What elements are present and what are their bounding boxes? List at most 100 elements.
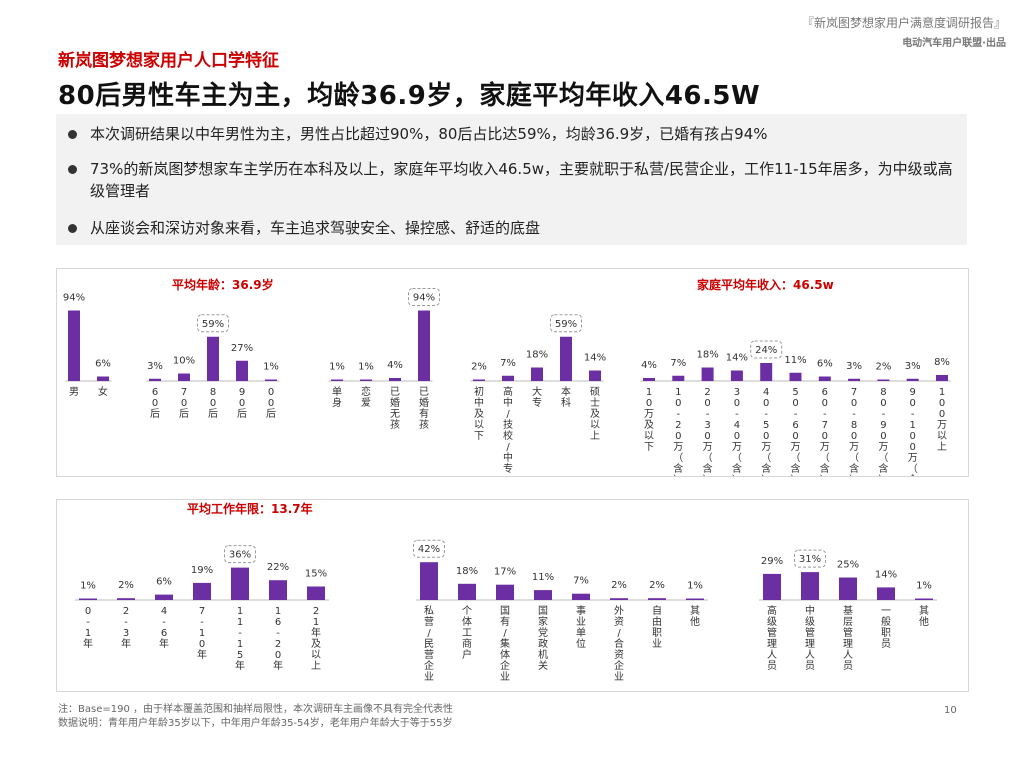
category-label: 30-40万（含）	[732, 387, 742, 476]
value-label: 94%	[413, 293, 435, 304]
bar	[763, 573, 781, 600]
value-label: 18%	[696, 350, 718, 361]
bar	[178, 373, 190, 381]
value-label: 18%	[526, 350, 548, 361]
category-label: 外资/合资企业	[614, 605, 624, 683]
category-label: 基层管理人员	[843, 604, 853, 672]
category-label: 7 -1 0 年	[197, 606, 207, 661]
bar	[534, 590, 552, 600]
bar	[458, 583, 476, 600]
bar	[207, 336, 219, 381]
value-label: 1%	[263, 362, 279, 373]
value-label: 1%	[916, 581, 932, 592]
category-label: 已婚有孩	[419, 387, 429, 431]
bar	[701, 367, 714, 381]
bullet-dot-icon	[68, 224, 77, 233]
value-label: 7%	[670, 358, 686, 369]
value-label: 6%	[95, 359, 111, 370]
category-label: 女	[98, 385, 108, 398]
value-label: 27%	[231, 343, 253, 354]
bullet-dot-icon	[68, 165, 77, 174]
bar	[610, 598, 628, 600]
bullet-dot-icon	[68, 130, 77, 139]
category-label: 初中及以下	[474, 385, 484, 442]
bar	[473, 379, 485, 381]
category-label: 硕士及以上	[590, 386, 600, 442]
bar	[420, 562, 438, 600]
bar	[531, 367, 543, 381]
report-title: 『新岚图梦想家用户满意度调研报告』	[801, 16, 1006, 30]
category-label: 已婚无孩	[390, 387, 400, 431]
slide-subtitle: 新岚图梦想家用户人口学特征	[58, 51, 279, 71]
category-label: 2 1 年及以上	[311, 606, 321, 672]
value-label: 36%	[229, 550, 251, 561]
summary-bullet: 从座谈会和深访对象来看，车主追求驾驶安全、操控感、舒适的底盘	[68, 217, 948, 239]
highlight-box	[197, 314, 229, 333]
value-label: 6%	[817, 359, 833, 370]
bar	[236, 360, 248, 381]
bar	[389, 378, 401, 381]
bar	[760, 363, 773, 381]
value-label: 17%	[494, 567, 516, 578]
category-label: 10-20万（含）	[673, 387, 683, 476]
bar	[643, 378, 655, 381]
highlight-box	[224, 545, 256, 564]
category-label: 0 -1 年	[83, 606, 93, 650]
summary-bullet-text: 本次调研结果以中年男性为主，男性占比超过90%，80后占比达59%，均龄36.9…	[90, 125, 768, 143]
bar	[496, 584, 514, 600]
value-label: 14%	[584, 353, 606, 364]
bar	[801, 572, 819, 600]
value-label: 24%	[755, 345, 777, 356]
bar	[686, 598, 704, 600]
bar	[672, 375, 685, 381]
bar	[915, 598, 933, 600]
category-label: 80-90万（含）	[878, 387, 888, 476]
category-label: 60-70万（含）	[820, 387, 830, 476]
category-label: 20-30万（含）	[703, 387, 713, 476]
bar	[360, 379, 372, 381]
value-label: 1%	[687, 581, 703, 592]
value-label: 25%	[837, 560, 859, 571]
category-label: 高中/技校/中专	[503, 385, 513, 475]
bar	[418, 310, 430, 381]
category-label: 50-60万（含）	[791, 387, 801, 476]
bar	[117, 598, 135, 600]
demographics-bar-chart: 94% 男 6% 女 3% 6 0 后 10% 7 0 后 59% 8 0 后 27% 9 0 后 1% 0 0 后 1% 单身 1…	[63, 277, 951, 476]
bar	[68, 310, 80, 381]
highlight-box	[550, 314, 582, 333]
value-label: 31%	[799, 554, 821, 565]
category-label: 一般职员	[881, 606, 891, 650]
highlight-box	[750, 340, 783, 359]
summary-bullet-text: 从座谈会和深访对象来看，车主追求驾驶安全、操控感、舒适的底盘	[90, 219, 541, 237]
summary-bullet: 73%的新岚图梦想家车主学历在本科及以上，家庭年平均收入46.5w，主要就职于私…	[68, 158, 963, 202]
category-label: 4 -6 年	[159, 606, 169, 650]
bar	[936, 375, 948, 381]
page-number: 10	[944, 705, 957, 716]
bar	[265, 379, 277, 381]
highlight-box	[408, 288, 440, 306]
value-label: 1%	[358, 362, 374, 373]
category-label: 私营/民营企业	[424, 605, 434, 683]
bar	[193, 582, 211, 600]
bar	[589, 370, 601, 381]
category-label: 事业单位	[576, 604, 586, 650]
bar	[572, 593, 590, 600]
bar	[502, 375, 514, 381]
bar	[155, 594, 173, 600]
category-label: 1 1 -1 5 年	[235, 606, 245, 672]
category-label: 1 6 -2 0 年	[273, 606, 283, 672]
category-label: 其他	[690, 605, 700, 628]
value-label: 59%	[202, 319, 224, 330]
category-label: 个体工商户	[462, 605, 472, 661]
value-label: 7%	[500, 358, 516, 369]
chart-annotation: 平均年龄：36.9岁	[172, 277, 274, 292]
bar	[839, 577, 857, 600]
value-label: 1%	[80, 581, 96, 592]
category-label: 大专	[532, 385, 542, 409]
category-label: 自由职业	[652, 604, 662, 650]
value-label: 15%	[305, 569, 327, 580]
value-label: 29%	[761, 556, 783, 567]
